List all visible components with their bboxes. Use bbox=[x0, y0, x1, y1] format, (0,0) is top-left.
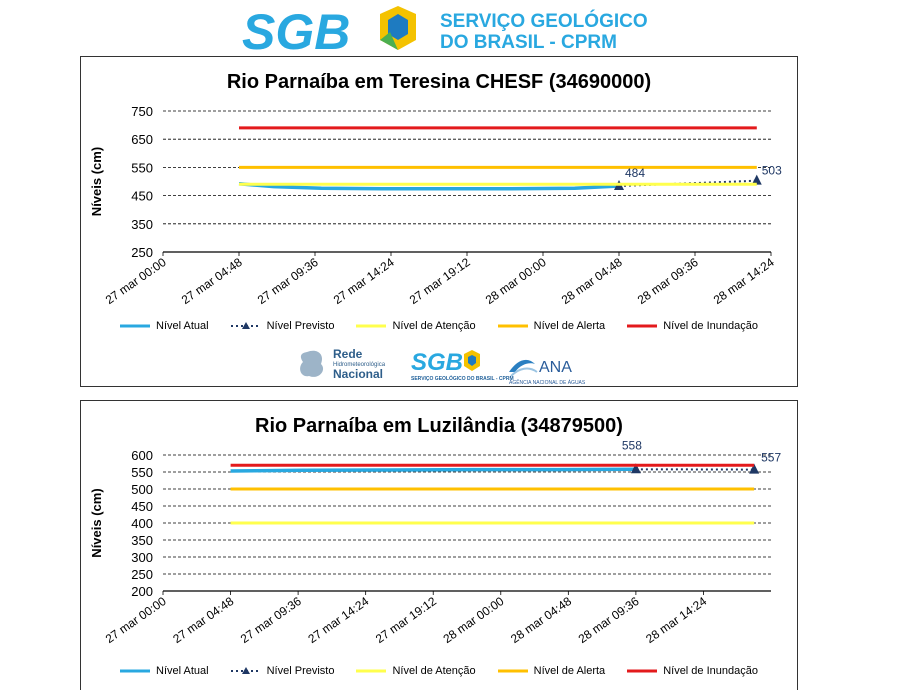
legend-item-previsto: Nível Previsto bbox=[231, 665, 335, 677]
sgb-header-logo: SGB SERVIÇO GEOLÓGICO DO BRASIL - CPRM bbox=[240, 2, 680, 60]
legend-item-atual: Nível Atual bbox=[120, 665, 209, 677]
series-line-atual bbox=[231, 469, 636, 471]
chart-legend: Nível Atual Nível Previsto Nível de Aten… bbox=[81, 665, 797, 677]
rede-map-icon bbox=[300, 351, 323, 377]
partner-logos-graphic: Rede Hidrometeorológica Nacional SGB SER… bbox=[81, 344, 797, 388]
legend-label-alerta: Nível de Alerta bbox=[534, 320, 606, 332]
x-tick-label: 27 mar 19:12 bbox=[373, 594, 439, 646]
chart-panel-luzilandia: Rio Parnaíba em Luzilândia (34879500) 20… bbox=[80, 400, 798, 690]
y-axis-label: Níveis (cm) bbox=[89, 488, 104, 557]
legend-swatch-previsto bbox=[231, 666, 261, 676]
ana-subtext: AGÊNCIA NACIONAL DE ÁGUAS bbox=[509, 378, 586, 386]
y-tick-label: 250 bbox=[131, 567, 153, 582]
legend-item-inundacao: Nível de Inundação bbox=[627, 320, 758, 332]
y-tick-label: 450 bbox=[131, 189, 153, 204]
legend-item-atencao: Nível de Atenção bbox=[356, 665, 475, 677]
x-tick-label: 28 mar 00:00 bbox=[483, 255, 549, 307]
sgb-small-subtext: SERVIÇO GEOLÓGICO DO BRASIL - CPRM bbox=[411, 374, 514, 382]
legend-label-atencao: Nível de Atenção bbox=[392, 665, 475, 677]
ana-logo: ANA AGÊNCIA NACIONAL DE ÁGUAS bbox=[509, 359, 586, 386]
legend-item-alerta: Nível de Alerta bbox=[498, 665, 606, 677]
legend-swatch-atual bbox=[120, 666, 150, 676]
legend-swatch-atencao bbox=[356, 666, 386, 676]
x-tick-label: 27 mar 14:24 bbox=[305, 594, 371, 646]
y-tick-label: 650 bbox=[131, 132, 153, 147]
x-tick-label: 27 mar 04:48 bbox=[170, 594, 236, 646]
legend-swatch-previsto bbox=[231, 321, 261, 331]
x-tick-label: 27 mar 14:24 bbox=[331, 255, 397, 307]
data-label: 503 bbox=[762, 164, 782, 178]
x-tick-label: 28 mar 04:48 bbox=[508, 594, 574, 646]
legend-item-inundacao: Nível de Inundação bbox=[627, 665, 758, 677]
y-tick-label: 500 bbox=[131, 482, 153, 497]
y-tick-label: 550 bbox=[131, 160, 153, 175]
legend-label-inundacao: Nível de Inundação bbox=[663, 320, 758, 332]
legend-swatch-atual bbox=[120, 321, 150, 331]
legend-label-atual: Nível Atual bbox=[156, 665, 209, 677]
legend-swatch-inundacao bbox=[627, 666, 657, 676]
y-tick-label: 250 bbox=[131, 245, 153, 260]
legend-swatch-alerta bbox=[498, 666, 528, 676]
rede-logo: Rede Hidrometeorológica Nacional bbox=[300, 347, 386, 381]
legend-label-atencao: Nível de Atenção bbox=[392, 320, 475, 332]
org-name-line2: DO BRASIL - CPRM bbox=[440, 32, 617, 53]
legend-item-atual: Nível Atual bbox=[120, 320, 209, 332]
x-tick-label: 28 mar 14:24 bbox=[643, 594, 709, 646]
x-tick-label: 27 mar 04:48 bbox=[179, 255, 245, 307]
partner-logos: Rede Hidrometeorológica Nacional SGB SER… bbox=[81, 344, 797, 388]
legend-swatch-alerta bbox=[498, 321, 528, 331]
legend-item-previsto: Nível Previsto bbox=[231, 320, 335, 332]
data-label: 484 bbox=[625, 166, 645, 180]
chart-legend: Nível Atual Nível Previsto Nível de Aten… bbox=[81, 320, 797, 332]
x-tick-label: 28 mar 09:36 bbox=[576, 594, 642, 646]
y-tick-label: 400 bbox=[131, 516, 153, 531]
chart-panel-teresina: Rio Parnaíba em Teresina CHESF (34690000… bbox=[80, 56, 798, 387]
sgb-small-logo: SGB SERVIÇO GEOLÓGICO DO BRASIL - CPRM bbox=[411, 349, 514, 382]
ana-text: ANA bbox=[539, 359, 572, 376]
x-tick-label: 28 mar 09:36 bbox=[635, 255, 701, 307]
sgb-logo-graphic: SGB SERVIÇO GEOLÓGICO DO BRASIL - CPRM bbox=[240, 2, 680, 60]
legend-label-previsto: Nível Previsto bbox=[267, 665, 335, 677]
y-tick-label: 750 bbox=[131, 104, 153, 119]
y-tick-label: 450 bbox=[131, 499, 153, 514]
x-tick-label: 27 mar 09:36 bbox=[238, 594, 304, 646]
sgb-logo-text: SGB bbox=[242, 4, 350, 60]
org-name-line1: SERVIÇO GEOLÓGICO bbox=[440, 10, 648, 32]
legend-label-previsto: Nível Previsto bbox=[267, 320, 335, 332]
data-label: 558 bbox=[622, 438, 642, 452]
y-axis-label: Níveis (cm) bbox=[89, 147, 104, 216]
legend-swatch-inundacao bbox=[627, 321, 657, 331]
x-tick-label: 27 mar 00:00 bbox=[103, 255, 169, 307]
legend-label-atual: Nível Atual bbox=[156, 320, 209, 332]
x-tick-label: 27 mar 09:36 bbox=[255, 255, 321, 307]
y-tick-label: 600 bbox=[131, 448, 153, 463]
rede-text-line1: Rede bbox=[333, 347, 363, 361]
x-tick-label: 27 mar 00:00 bbox=[103, 594, 169, 646]
rede-text-line3: Nacional bbox=[333, 367, 383, 381]
x-tick-label: 28 mar 04:48 bbox=[559, 255, 625, 307]
x-tick-label: 28 mar 00:00 bbox=[441, 594, 507, 646]
legend-item-atencao: Nível de Atenção bbox=[356, 320, 475, 332]
y-tick-label: 300 bbox=[131, 550, 153, 565]
y-tick-label: 350 bbox=[131, 217, 153, 232]
y-tick-label: 350 bbox=[131, 533, 153, 548]
legend-item-alerta: Nível de Alerta bbox=[498, 320, 606, 332]
sgb-small-text: SGB bbox=[411, 349, 463, 376]
legend-label-alerta: Nível de Alerta bbox=[534, 665, 606, 677]
y-tick-label: 550 bbox=[131, 465, 153, 480]
x-tick-label: 28 mar 14:24 bbox=[711, 255, 777, 307]
y-tick-label: 200 bbox=[131, 584, 153, 599]
legend-label-inundacao: Nível de Inundação bbox=[663, 665, 758, 677]
x-tick-label: 27 mar 19:12 bbox=[407, 255, 473, 307]
legend-swatch-atencao bbox=[356, 321, 386, 331]
data-label: 557 bbox=[761, 451, 781, 465]
